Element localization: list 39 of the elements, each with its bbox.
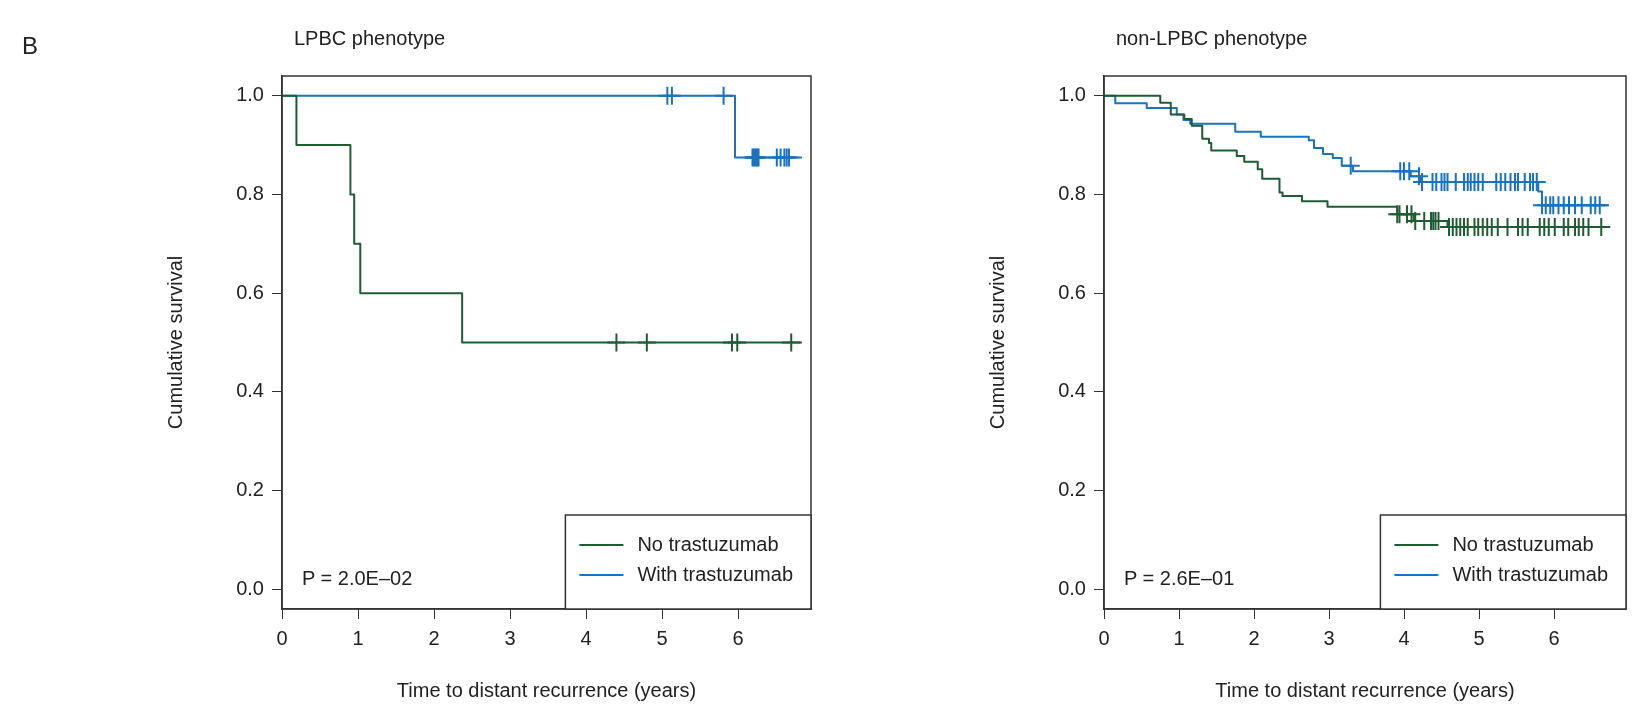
y-axis-title: Cumulative survival [163,255,186,430]
y-tick-label: 1.0 [1058,83,1086,106]
x-tick-label: 5 [1473,626,1485,649]
x-tick-label: 2 [428,626,440,649]
legend-label: With trastuzumab [637,562,793,585]
x-tick-label: 3 [504,626,516,649]
x-axis-title: Time to distant recurrence (years) [1215,678,1515,701]
x-tick-label: 5 [656,626,668,649]
x-tick-label: 6 [732,626,744,649]
annotation: P = 2.0E–02 [302,566,413,589]
legend-label: With trastuzumab [1452,562,1608,585]
x-tick-label: 4 [1398,626,1410,649]
text: B [22,31,39,59]
x-tick-label: 4 [580,626,592,649]
y-tick-label: 0.4 [1058,379,1086,402]
chart-title: LPBC phenotype [294,26,446,49]
y-tick-label: 0.6 [236,280,264,303]
chart-title: non-LPBC phenotype [1116,26,1308,49]
annotation: P = 2.6E–01 [1124,566,1235,589]
y-tick-label: 0.8 [236,181,264,204]
y-tick-label: 0.8 [1058,181,1086,204]
y-tick-label: 0.6 [1058,280,1086,303]
legend-label: No trastuzumab [637,532,779,555]
y-tick-label: 0.4 [236,379,264,402]
x-tick-label: 6 [1548,626,1560,649]
x-tick-label: 0 [1098,626,1110,649]
y-tick-label: 0.0 [1058,576,1086,599]
x-tick-label: 0 [276,626,288,649]
y-tick-label: 0.2 [1058,478,1086,501]
x-tick-label: 1 [352,626,364,649]
y-axis-title: Cumulative survival [985,255,1008,430]
x-tick-label: 3 [1323,626,1335,649]
y-tick-label: 0.0 [236,576,264,599]
x-tick-label: 2 [1248,626,1260,649]
y-tick-label: 1.0 [236,83,264,106]
x-axis-title: Time to distant recurrence (years) [396,678,697,701]
legend-label: No trastuzumab [1452,532,1594,555]
x-tick-label: 1 [1173,626,1185,649]
y-tick-label: 0.2 [236,478,264,501]
